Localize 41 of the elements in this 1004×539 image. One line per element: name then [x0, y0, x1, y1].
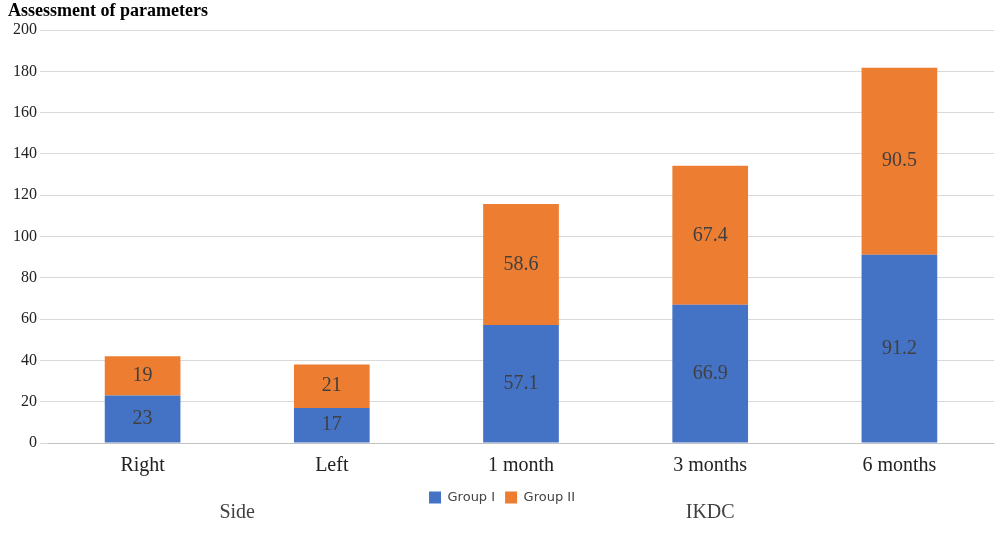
- y-tick-label: 120: [13, 185, 37, 203]
- bar: [293, 364, 370, 408]
- data-label: 23: [132, 406, 153, 429]
- x-tick-label: 1 month: [487, 453, 555, 476]
- bar: [483, 325, 559, 443]
- x-tick-label: 3 months: [673, 453, 748, 476]
- data-label: 91.2: [881, 335, 917, 358]
- y-tick-label: 60: [21, 309, 37, 327]
- data-label: 90.5: [881, 148, 917, 171]
- bar: [483, 204, 559, 326]
- y-tick-label: 140: [13, 144, 37, 162]
- bar: [104, 356, 181, 396]
- y-tick-label: 80: [21, 268, 37, 285]
- data-label: 21: [321, 373, 342, 396]
- y-tick-label: 40: [21, 350, 37, 368]
- y-tick-label: 160: [13, 102, 37, 120]
- bar: [104, 395, 181, 443]
- bar: [293, 407, 370, 443]
- legend-label: Group I: [447, 488, 496, 504]
- y-tick-label: 200: [13, 20, 37, 38]
- text: IKDC: [685, 500, 735, 523]
- legend-label: Group II: [523, 488, 575, 504]
- x-tick-label: 6 months: [862, 453, 937, 476]
- data-label: 19: [132, 363, 153, 386]
- y-tick-label: 100: [13, 226, 37, 244]
- data-label: 67.4: [692, 222, 728, 245]
- data-label: 57.1: [503, 371, 539, 394]
- bar: [861, 67, 938, 255]
- text: Side: [219, 500, 256, 523]
- bar: [672, 304, 749, 443]
- bar: [861, 254, 938, 443]
- chart-title: Assessment of parameters: [8, 0, 208, 21]
- y-tick-label: 0: [29, 433, 37, 451]
- y-tick-label: 180: [13, 61, 37, 79]
- data-label: 66.9: [692, 360, 728, 383]
- bar: [672, 165, 749, 305]
- y-tick-label: 20: [21, 391, 37, 409]
- data-label: 17: [321, 412, 342, 435]
- x-tick-label: Left: [315, 453, 349, 476]
- x-tick-label: Right: [120, 453, 166, 477]
- data-label: 58.6: [503, 251, 539, 274]
